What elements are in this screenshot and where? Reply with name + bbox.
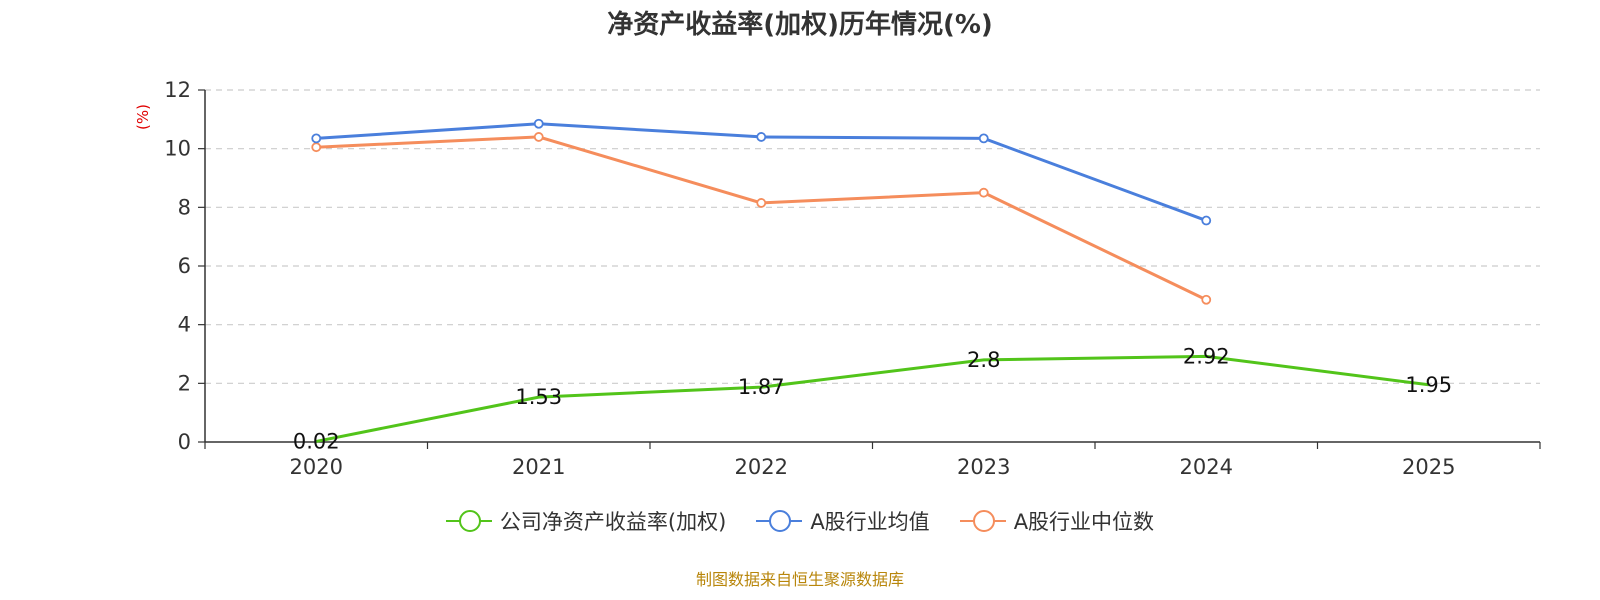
legend-item-company[interactable]: 公司净资产收益率(加权) [445,506,727,536]
legend-label: 公司净资产收益率(加权) [499,510,727,534]
series-line [316,135,1207,302]
data-label: 0.02 [293,429,340,453]
legend-label: A股行业均值 [810,510,930,534]
y-tick-label: 10 [164,137,191,161]
data-source-note: 制图数据来自恒生聚源数据库 [695,570,904,589]
data-point [978,133,989,144]
data-label: 2.92 [1183,344,1230,368]
x-tick-label: 2025 [1402,455,1455,479]
data-point [311,133,322,144]
data-point [978,187,989,198]
x-tick-label: 2024 [1180,455,1233,479]
data-label: 1.95 [1405,373,1452,397]
chart-title: 净资产收益率(加权)历年情况(%) [607,10,993,40]
legend-item-industry-median[interactable]: A股行业中位数 [959,506,1155,536]
data-point [756,198,767,208]
line-chart: 0 2 4 6 8 10 12 2020 2021 2022 2023 2024 2025 0.02 1.5… [164,78,1541,479]
y-tick-label: 4 [178,313,191,337]
series-line [315,354,1429,443]
x-tick-label: 2021 [512,455,565,479]
data-point [1201,294,1212,305]
legend-label: A股行业中位数 [1013,510,1155,534]
y-tick-label: 12 [164,78,191,102]
legend-swatch-icon [756,509,803,533]
x-tick-label: 2023 [957,455,1010,479]
y-tick-label: 8 [178,195,191,219]
data-point [756,132,767,142]
data-point [311,142,322,153]
y-tick-label: 2 [178,371,191,395]
y-tick-label: 0 [178,430,191,454]
data-label: 1.87 [738,375,785,399]
y-tick-label: 6 [178,254,191,278]
legend-swatch-icon [959,509,1006,533]
data-label: 1.53 [515,385,562,409]
data-point [1201,215,1212,226]
data-label: 2.8 [967,348,1000,372]
legend: 公司净资产收益率(加权) A股行业均值 A股行业中位数 [0,506,1600,536]
x-tick-label: 2020 [290,455,343,479]
data-point [533,132,544,142]
legend-swatch-icon [445,509,492,533]
data-point [533,118,544,129]
x-tick-label: 2022 [735,455,788,479]
legend-item-industry-mean[interactable]: A股行业均值 [756,506,930,536]
